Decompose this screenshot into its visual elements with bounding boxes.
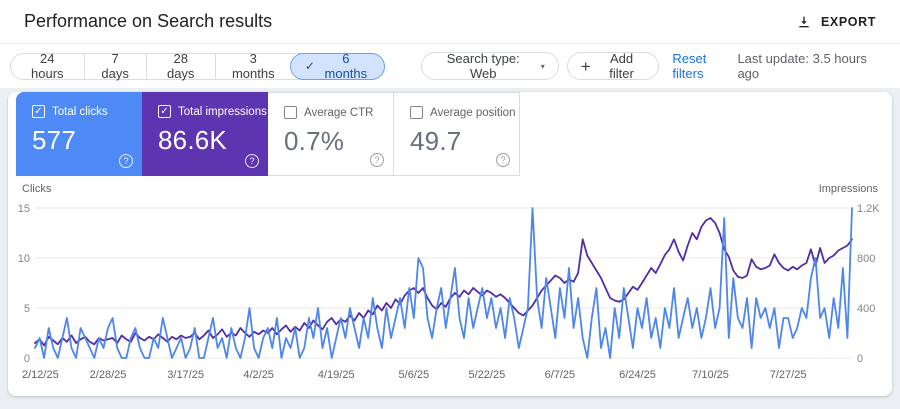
svg-text:4/2/25: 4/2/25 <box>243 369 274 381</box>
metric-value: 49.7 <box>410 126 462 156</box>
checkbox-checked-icon[interactable]: ✓ <box>158 105 171 118</box>
metric-card-average-position[interactable]: Average position 49.7 ? <box>394 92 520 176</box>
svg-text:10: 10 <box>18 253 30 265</box>
svg-text:0: 0 <box>24 353 30 365</box>
help-icon[interactable]: ? <box>496 153 510 167</box>
svg-text:400: 400 <box>857 303 875 315</box>
export-label: EXPORT <box>821 14 876 29</box>
svg-text:2/12/25: 2/12/25 <box>22 369 59 381</box>
search-type-filter[interactable]: Search type: Web ▾ <box>420 51 559 81</box>
svg-text:3/17/25: 3/17/25 <box>167 369 204 381</box>
svg-text:Impressions: Impressions <box>819 183 879 195</box>
svg-text:1.2K: 1.2K <box>857 203 880 215</box>
svg-text:6/24/25: 6/24/25 <box>619 369 656 381</box>
last-update-text: Last update: 3.5 hours ago <box>737 51 867 81</box>
plus-icon: + <box>580 56 591 76</box>
help-icon[interactable]: ? <box>119 154 133 168</box>
svg-text:Clicks: Clicks <box>22 183 52 195</box>
check-icon: ✓ <box>304 59 315 73</box>
page-header: Performance on Search results EXPORT <box>0 0 900 44</box>
page-title: Performance on Search results <box>24 11 273 31</box>
checkbox-checked-icon[interactable]: ✓ <box>32 105 45 118</box>
date-range-6-months-label: 6 months <box>324 51 368 81</box>
reset-filters-link[interactable]: Reset filters <box>672 51 707 81</box>
svg-text:4/19/25: 4/19/25 <box>318 369 355 381</box>
metric-value: 577 <box>32 125 76 155</box>
date-range-selector: 24 hours 7 days 28 days 3 months ✓ 6 mon… <box>10 51 385 81</box>
metric-card-total-clicks[interactable]: ✓ Total clicks 577 ? <box>16 92 142 176</box>
checkbox-unchecked-icon[interactable] <box>410 106 423 119</box>
checkbox-unchecked-icon[interactable] <box>284 106 297 119</box>
svg-text:6/7/25: 6/7/25 <box>545 369 576 381</box>
date-range-6-months[interactable]: ✓ 6 months <box>289 51 385 81</box>
add-filter-label: Add filter <box>609 51 634 81</box>
metric-value: 86.6K <box>158 125 227 155</box>
metrics-row: ✓ Total clicks 577 ? ✓ Total impressions… <box>8 92 892 176</box>
content-area: ✓ Total clicks 577 ? ✓ Total impressions… <box>0 88 900 409</box>
metric-label: Total impressions <box>178 105 267 118</box>
date-range-28-days[interactable]: 28 days <box>145 51 215 81</box>
search-type-label: Search type: Web <box>446 51 520 81</box>
performance-chart[interactable]: 0 5 10 15 0 400 800 1.2K 2/12/25 2/28/25 3/17/25 4/… <box>8 176 892 396</box>
svg-text:800: 800 <box>857 253 875 265</box>
svg-text:0: 0 <box>857 353 863 365</box>
date-range-7-days[interactable]: 7 days <box>83 51 146 81</box>
svg-text:7/27/25: 7/27/25 <box>770 369 807 381</box>
report-card: ✓ Total clicks 577 ? ✓ Total impressions… <box>8 92 892 396</box>
date-range-24-hours[interactable]: 24 hours <box>11 51 84 81</box>
metric-label: Average CTR <box>304 106 374 119</box>
metric-card-total-impressions[interactable]: ✓ Total impressions 86.6K ? <box>142 92 268 176</box>
metric-label: Average position <box>430 106 516 119</box>
clicks-impressions-line-chart[interactable]: 0 5 10 15 0 400 800 1.2K 2/12/25 2/28/25 3/17/25 4/… <box>8 176 892 396</box>
svg-text:2/28/25: 2/28/25 <box>90 369 127 381</box>
filter-bar: 24 hours 7 days 28 days 3 months ✓ 6 mon… <box>0 44 900 88</box>
download-icon <box>796 14 812 30</box>
svg-text:15: 15 <box>18 203 30 215</box>
svg-text:5/6/25: 5/6/25 <box>399 369 430 381</box>
svg-text:7/10/25: 7/10/25 <box>692 369 729 381</box>
date-range-3-months[interactable]: 3 months <box>214 51 291 81</box>
export-button[interactable]: EXPORT <box>788 8 884 36</box>
svg-text:5: 5 <box>24 303 30 315</box>
svg-text:5/22/25: 5/22/25 <box>469 369 506 381</box>
metric-value: 0.7% <box>284 126 345 156</box>
chevron-down-icon: ▾ <box>540 61 545 71</box>
metric-label: Total clicks <box>52 105 108 118</box>
add-filter-button[interactable]: + Add filter <box>566 51 660 81</box>
metric-card-average-ctr[interactable]: Average CTR 0.7% ? <box>268 92 394 176</box>
help-icon[interactable]: ? <box>370 153 384 167</box>
help-icon[interactable]: ? <box>245 154 259 168</box>
